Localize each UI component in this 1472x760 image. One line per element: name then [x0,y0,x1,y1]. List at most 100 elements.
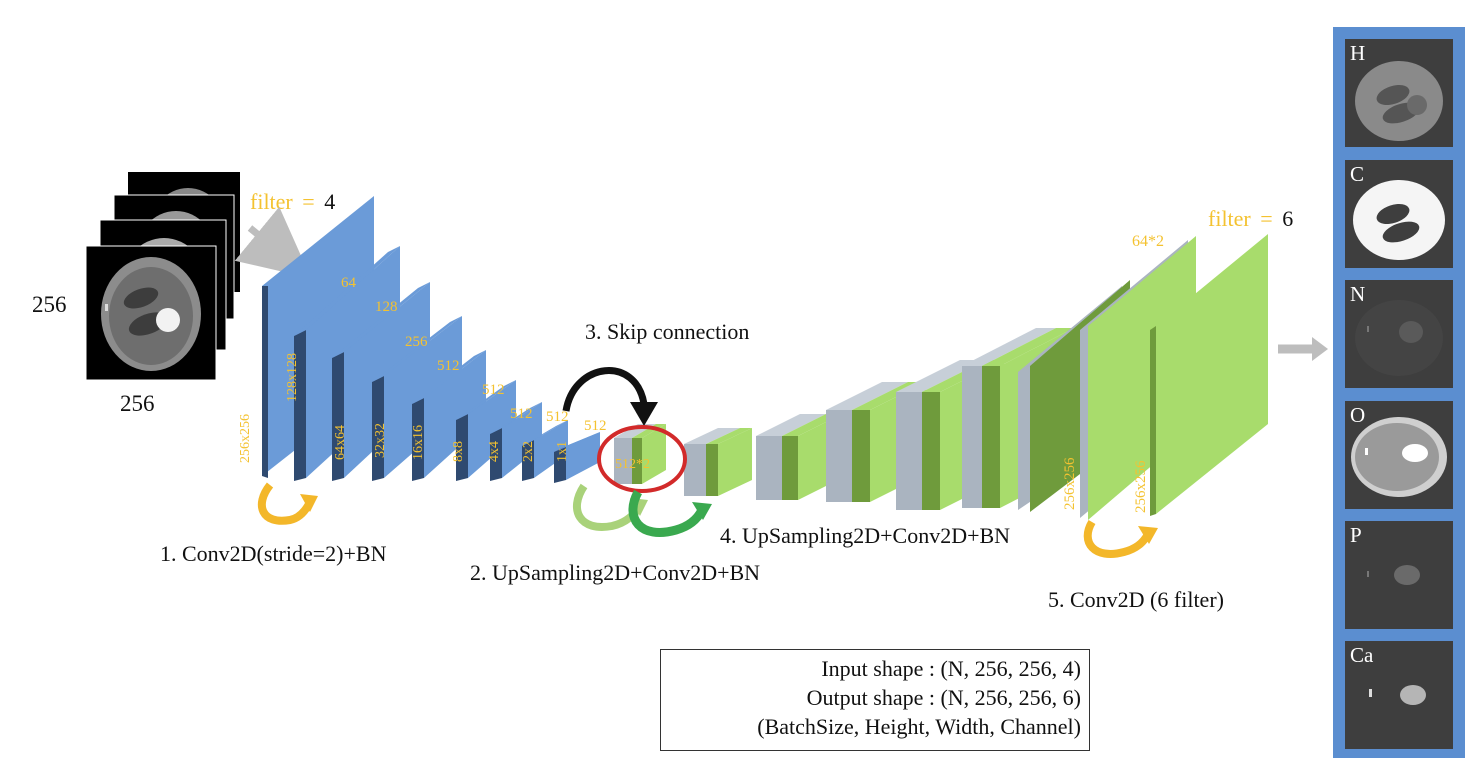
map-label-h: H [1350,41,1366,65]
step5-label: 5. Conv2D (6 filter) [1048,587,1224,612]
encoder-size-label: 4x4 [487,441,502,462]
decoder-block-2-skip [684,444,706,496]
decoder-block-6-skip-top [962,328,1056,366]
encoder-block-7 [502,402,542,478]
input-filter-label: filter = 4 [250,189,335,214]
decoder-block-2-skip-top [684,428,740,444]
encoder-size-label: 256x256 [238,414,253,463]
decoder-block-6-up [982,366,1000,508]
input-arrow [234,206,312,279]
conv-arrow-1 [257,482,318,525]
decoder-size-label-2: 256x256 [1133,460,1149,513]
encoder-channel-label: 128 [375,299,398,315]
encoder-block-9 [566,432,600,480]
decoder-block-1-skip [614,438,632,484]
output-maps-panel: H C N O P Ca [1333,27,1465,758]
input-width-label: 256 [120,391,155,416]
encoder-block-4-top [372,316,462,382]
conv-arrow-5 [1083,519,1158,558]
decoder-block-4-up [852,410,870,502]
skip-arrowhead [630,402,658,426]
phantom-slice [85,245,217,381]
decoder-block-1-up [632,438,642,484]
decoder-block-3-skip-top [756,414,826,436]
encoder-block-9-top [554,432,600,452]
map-label-p: P [1350,523,1362,547]
encoder-channel-label: 512 [437,358,460,374]
skip-connection-arrow [562,367,648,412]
decoder-size-label-1: 256x256 [1062,457,1078,510]
map-label-c: C [1350,162,1365,186]
encoder-block-4-side [372,376,384,481]
map-tile-ca: Ca [1345,641,1453,749]
output-filter-label: filter = 6 [1208,206,1293,231]
map-tile-c: C [1345,160,1453,268]
decoder-block-3-skip [756,436,782,500]
upsample-arrow-dark [628,489,712,537]
encoder-block-5-side [412,398,424,481]
encoder-block-8-side [522,440,534,481]
encoder-channel-label: 512 [584,418,607,434]
decoder-block-4-skip [826,410,852,502]
input-shape-text: Input shape : (N, 256, 256, 4) [821,656,1081,681]
map-tile-p: P [1345,521,1453,629]
top-concat-label: 64*2 [1132,233,1164,250]
step2-label: 2. UpSampling2D+Conv2D+BN [470,560,760,585]
decoder-block-2-up-top [706,428,752,444]
encoder-size-label: 32x32 [373,423,388,458]
encoder-size-label: 2x2 [521,441,536,462]
encoder-block-7-top [490,402,542,434]
shape-info-box: Input shape : (N, 256, 256, 4) Output sh… [660,649,1090,751]
shape-legend-text: (BatchSize, Height, Width, Channel) [757,714,1081,739]
encoder-slab-1-edge [262,286,268,478]
map-label-n: N [1350,282,1366,306]
decoder-block-2-up [706,444,718,496]
encoder-block-5-top [412,350,486,404]
step1-label: 1. Conv2D(stride=2)+BN [160,541,387,566]
input-image-stack [85,172,240,381]
decoder-blocks [614,234,1268,520]
encoder-block-5 [424,350,486,478]
encoder-block-2-side [294,330,306,481]
decoder-block-6-up-top [982,328,1074,366]
decoder-block-3-up [782,436,798,500]
map-label-o: O [1350,403,1366,427]
encoder-channel-label: 64 [341,275,357,291]
map-tile-o: O [1345,401,1453,509]
decoder-block-4-skip-top [826,382,908,410]
encoder-size-label: 16x16 [411,425,426,460]
encoder-size-label: 8x8 [451,441,466,462]
map-tile-n: N [1345,280,1453,388]
skip-concat-label: 512*2 [615,457,650,472]
output-shape-text: Output shape : (N, 256, 256, 6) [806,685,1081,710]
decoder-block-2-side [718,428,752,496]
decoder-block-5-skip [896,392,922,510]
skip-ring [597,425,687,493]
encoder-channel-label: 512 [510,406,533,422]
decoder-block-6-skip [962,366,982,508]
encoder-size-label: 128x128 [285,353,300,402]
encoder-block-3-top [332,282,430,358]
encoder-channel-label: 512 [482,382,505,398]
encoder-size-label: 64x64 [333,425,348,460]
output-conv-edge [1150,326,1156,516]
encoder-labels: 64 128 256 512 512 512 512 512 256x256 128x128 64x… [238,275,607,463]
encoder-block-7-side [490,428,502,481]
decoder-block-1-side [642,424,666,484]
step3-label: 3. Skip connection [585,319,749,344]
encoder-size-label: 1x1 [555,441,570,462]
encoder-channel-label: 256 [405,334,428,350]
step4-label: 4. UpSampling2D+Conv2D+BN [720,523,1010,548]
decoder-block-5-up [922,392,940,510]
encoder-block-2-top [294,246,400,336]
encoder-channel-label: 512 [546,409,569,425]
encoder-block-6-side [456,414,468,481]
input-height-label: 256 [32,292,67,317]
encoder-block-6-top [456,380,516,420]
encoder-block-9-side [554,446,566,483]
encoder-blocks [262,196,600,483]
encoder-block-8-top [522,420,568,446]
encoder-block-6 [468,380,516,478]
map-label-ca: Ca [1350,643,1374,667]
